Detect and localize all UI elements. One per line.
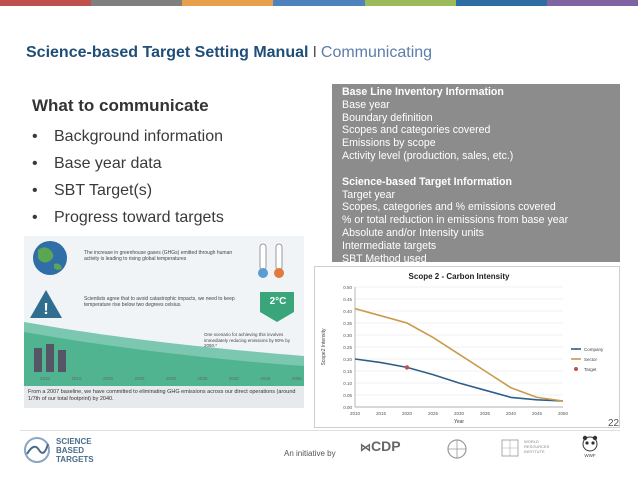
y-tick-label: 0.50 bbox=[343, 285, 352, 290]
accent-segment bbox=[364, 0, 456, 6]
y-tick-label: 0.30 bbox=[343, 333, 352, 338]
bullet-list: • Background information • Base year data … bbox=[32, 123, 224, 231]
title-subtitle: Communicating bbox=[320, 44, 433, 61]
communicate-panel: What to communicate • Background informat… bbox=[32, 96, 224, 231]
info-item: Absolute and/or Intensity units bbox=[342, 226, 484, 239]
y-tick-label: 0.20 bbox=[343, 357, 352, 362]
accent-segment bbox=[0, 0, 92, 6]
bullet-item: • Base year data bbox=[32, 155, 162, 172]
initiative-label: An initiative by bbox=[284, 449, 336, 458]
infographic-text-1: The increase in greenhouse gases (GHGs) … bbox=[84, 250, 233, 262]
accent-bar bbox=[0, 0, 638, 6]
page-number: 22 bbox=[608, 418, 620, 429]
info-item: Base year bbox=[342, 98, 390, 111]
svg-text:WWF: WWF bbox=[584, 453, 595, 458]
cdp-logo: ⋈CDP bbox=[360, 438, 401, 454]
x-tick-label: 2035 bbox=[480, 411, 491, 416]
x-tick-label: 2030 bbox=[454, 411, 465, 416]
climate-infographic: ! The increase in greenhouse gases (GHGs… bbox=[24, 236, 304, 408]
accent-segment bbox=[91, 0, 183, 6]
legend-label: Company bbox=[584, 347, 604, 352]
info-item: Intermediate targets bbox=[342, 239, 437, 252]
carbon-intensity-chart: Scope 2 - Carbon Intensity 0.00 0.05 0.10 0.… bbox=[314, 266, 620, 428]
thermometer-hot-icon bbox=[275, 243, 283, 271]
y-tick-label: 0.45 bbox=[343, 297, 352, 302]
infographic-text-2: Scientists agree that to avoid catastrop… bbox=[84, 296, 235, 308]
communicate-heading: What to communicate bbox=[32, 96, 209, 115]
infographic-caption: From a 2007 baseline, we have committed … bbox=[28, 389, 296, 402]
y-tick-label: 0.35 bbox=[343, 321, 352, 326]
x-tick-label: 2015 bbox=[376, 411, 387, 416]
factory-icon bbox=[34, 348, 42, 372]
infographic-years: 2010 2015 2020 2025 2030 2035 2040 2045 … bbox=[40, 376, 302, 381]
info-item: SBT Method used bbox=[342, 252, 427, 265]
un-global-compact-logo bbox=[447, 439, 467, 459]
sbt-logo-text: SCIENCE BASED TARGETS bbox=[56, 437, 94, 464]
accent-segment bbox=[455, 0, 547, 6]
series-line-company bbox=[354, 358, 564, 402]
x-axis-label: Year bbox=[454, 419, 464, 425]
y-tick-label: 0.15 bbox=[343, 369, 352, 374]
legend-label: Sector bbox=[584, 357, 598, 362]
legend-swatch bbox=[574, 367, 578, 371]
series-line-sector bbox=[354, 307, 564, 402]
x-tick-label: 2025 bbox=[428, 411, 439, 416]
chart-title: Scope 2 - Carbon Intensity bbox=[409, 272, 510, 281]
x-tick-label: 2040 bbox=[506, 411, 517, 416]
bullet-item: • Background information bbox=[32, 128, 223, 145]
accent-segment bbox=[273, 0, 365, 6]
thermometer-icon bbox=[259, 243, 267, 271]
info-item: Activity level (production, sales, etc.) bbox=[342, 149, 514, 162]
y-tick-label: 0.00 bbox=[343, 405, 352, 410]
info-item: Target year bbox=[342, 188, 395, 201]
y-tick-label: 0.10 bbox=[343, 381, 352, 386]
info-item: % or total reduction in emissions from b… bbox=[342, 214, 569, 227]
info-item: Scopes and categories covered bbox=[342, 124, 491, 137]
accent-segment bbox=[182, 0, 274, 6]
x-tick-label: 2050 bbox=[558, 411, 569, 416]
badge-shield bbox=[260, 292, 294, 322]
infographic-art: ! bbox=[24, 241, 304, 408]
accent-segment bbox=[546, 0, 638, 6]
title-separator: I bbox=[312, 44, 317, 61]
y-tick-label: 0.40 bbox=[343, 309, 352, 314]
y-axis-label: Scope2 Intensity bbox=[321, 328, 327, 365]
target-point bbox=[404, 365, 410, 370]
x-tick-label: 2020 bbox=[402, 411, 413, 416]
info-section2-title: Science-based Target Information bbox=[342, 175, 512, 188]
x-tick-label: 2045 bbox=[532, 411, 543, 416]
infographic-text-3: One scenario for achieving this involves… bbox=[204, 332, 291, 348]
info-box: Base Line Inventory Information Base yea… bbox=[332, 84, 620, 265]
wwf-panda-logo: WWF bbox=[582, 435, 598, 458]
info-item: Boundary definition bbox=[342, 111, 433, 124]
bullet-item: • Progress toward targets bbox=[32, 209, 224, 226]
chart-svg: Scope 2 - Carbon Intensity 0.00 0.05 0.10 0.… bbox=[321, 272, 604, 425]
slide-title: Science-based Target Setting Manual I Comm… bbox=[26, 44, 432, 62]
two-degree-badge: 2°C bbox=[269, 296, 287, 307]
info-item: Emissions by scope bbox=[342, 137, 436, 150]
info-item: Scopes, categories and % emissions cover… bbox=[342, 201, 556, 214]
sbt-logo-icon bbox=[24, 437, 50, 463]
warning-icon bbox=[30, 290, 62, 318]
bullet-item: • SBT Target(s) bbox=[32, 182, 153, 199]
y-tick-label: 0.25 bbox=[343, 345, 352, 350]
title-main: Science-based Target Setting Manual bbox=[26, 44, 309, 61]
legend-label: Target bbox=[584, 367, 597, 372]
x-tick-label: 2010 bbox=[350, 411, 361, 416]
info-section1-title: Base Line Inventory Information bbox=[342, 86, 504, 98]
y-tick-label: 0.05 bbox=[343, 393, 352, 398]
svg-text:!: ! bbox=[43, 301, 48, 318]
footer-divider bbox=[20, 430, 620, 431]
